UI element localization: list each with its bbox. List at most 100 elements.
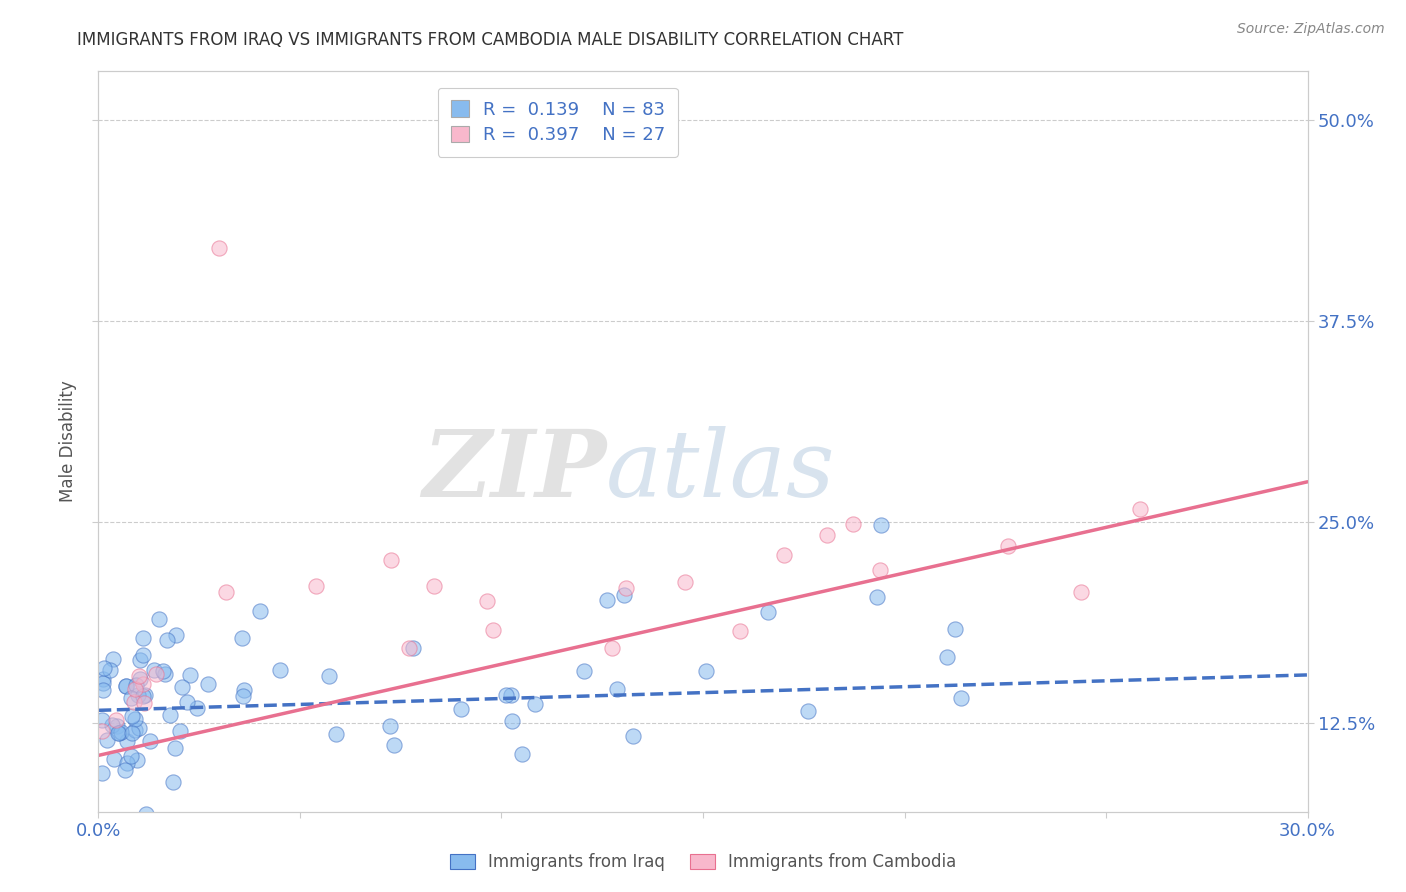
Point (103, 752, 125, 766)
Point (91, 765, 114, 780)
Point (186, 700, 208, 714)
Point (104, 713, 127, 727)
Point (773, 548, 796, 562)
Point (91, 682, 114, 697)
Point (614, 581, 637, 595)
Point (148, 612, 170, 626)
Point (482, 623, 505, 637)
Point (142, 663, 165, 677)
Point (124, 695, 146, 709)
Point (91, 673, 114, 687)
Text: IMMIGRANTS FROM IRAQ VS IMMIGRANTS FROM CAMBODIA MALE DISABILITY CORRELATION CHA: IMMIGRANTS FROM IRAQ VS IMMIGRANTS FROM … (77, 31, 904, 49)
Point (305, 579, 328, 593)
Point (115, 756, 138, 770)
Point (936, 650, 959, 665)
Point (325, 726, 347, 740)
Point (128, 721, 150, 735)
Point (132, 631, 155, 645)
Y-axis label: Male Disability: Male Disability (59, 381, 77, 502)
Point (870, 518, 893, 533)
Point (501, 714, 523, 728)
Point (124, 681, 146, 696)
Point (422, 579, 444, 593)
Point (124, 723, 146, 738)
Point (156, 633, 179, 648)
Point (124, 712, 146, 726)
Point (100, 664, 122, 678)
Point (162, 775, 184, 789)
Point (121, 726, 143, 740)
Point (101, 718, 124, 732)
Point (950, 690, 973, 705)
Point (378, 719, 401, 733)
Point (382, 738, 405, 752)
Point (943, 622, 966, 636)
Point (865, 590, 887, 604)
Point (402, 641, 425, 656)
Point (114, 763, 136, 777)
Text: Source: ZipAtlas.com: Source: ZipAtlas.com (1237, 22, 1385, 37)
Point (139, 734, 162, 748)
Point (125, 753, 148, 767)
Point (1129, 501, 1152, 516)
Point (132, 648, 155, 662)
Point (132, 689, 155, 703)
Point (91, 723, 114, 738)
Point (613, 588, 636, 602)
Point (96, 732, 118, 747)
Point (165, 628, 187, 642)
Point (115, 680, 138, 694)
Point (108, 726, 131, 740)
Point (215, 585, 238, 599)
Point (815, 528, 838, 542)
Point (120, 690, 142, 705)
Point (728, 624, 751, 638)
Point (232, 689, 254, 703)
Point (129, 653, 152, 667)
Point (695, 664, 717, 678)
Point (117, 734, 139, 748)
Legend: Immigrants from Iraq, Immigrants from Cambodia: Immigrants from Iraq, Immigrants from Ca… (441, 845, 965, 880)
Point (249, 604, 271, 618)
Point (231, 631, 253, 645)
Point (128, 669, 150, 683)
Text: atlas: atlas (606, 426, 835, 516)
Point (450, 702, 472, 716)
Point (524, 697, 547, 711)
Point (172, 680, 194, 694)
Point (110, 724, 132, 739)
Point (155, 666, 177, 681)
Point (176, 695, 198, 709)
Point (134, 688, 156, 702)
Point (197, 677, 219, 691)
Point (124, 678, 146, 692)
Point (105, 719, 128, 733)
Point (380, 553, 402, 567)
Point (398, 641, 420, 656)
Point (135, 807, 157, 822)
Point (574, 665, 596, 679)
Point (606, 681, 628, 696)
Point (510, 747, 533, 762)
Point (208, 241, 231, 255)
Text: ZIP: ZIP (422, 426, 606, 516)
Point (869, 563, 891, 577)
Point (318, 669, 340, 683)
Legend: R =  0.139    N = 83, R =  0.397    N = 27: R = 0.139 N = 83, R = 0.397 N = 27 (437, 87, 678, 157)
Point (122, 813, 145, 827)
Point (501, 688, 523, 702)
Point (101, 652, 124, 666)
Point (673, 574, 696, 589)
Point (93, 661, 115, 675)
Point (495, 688, 517, 702)
Point (232, 682, 254, 697)
Point (159, 708, 181, 723)
Point (145, 666, 167, 681)
Point (91, 675, 114, 690)
Point (756, 605, 779, 619)
Point (129, 672, 152, 686)
Point (132, 677, 155, 691)
Point (997, 539, 1019, 553)
Point (127, 688, 149, 702)
Point (841, 516, 863, 531)
